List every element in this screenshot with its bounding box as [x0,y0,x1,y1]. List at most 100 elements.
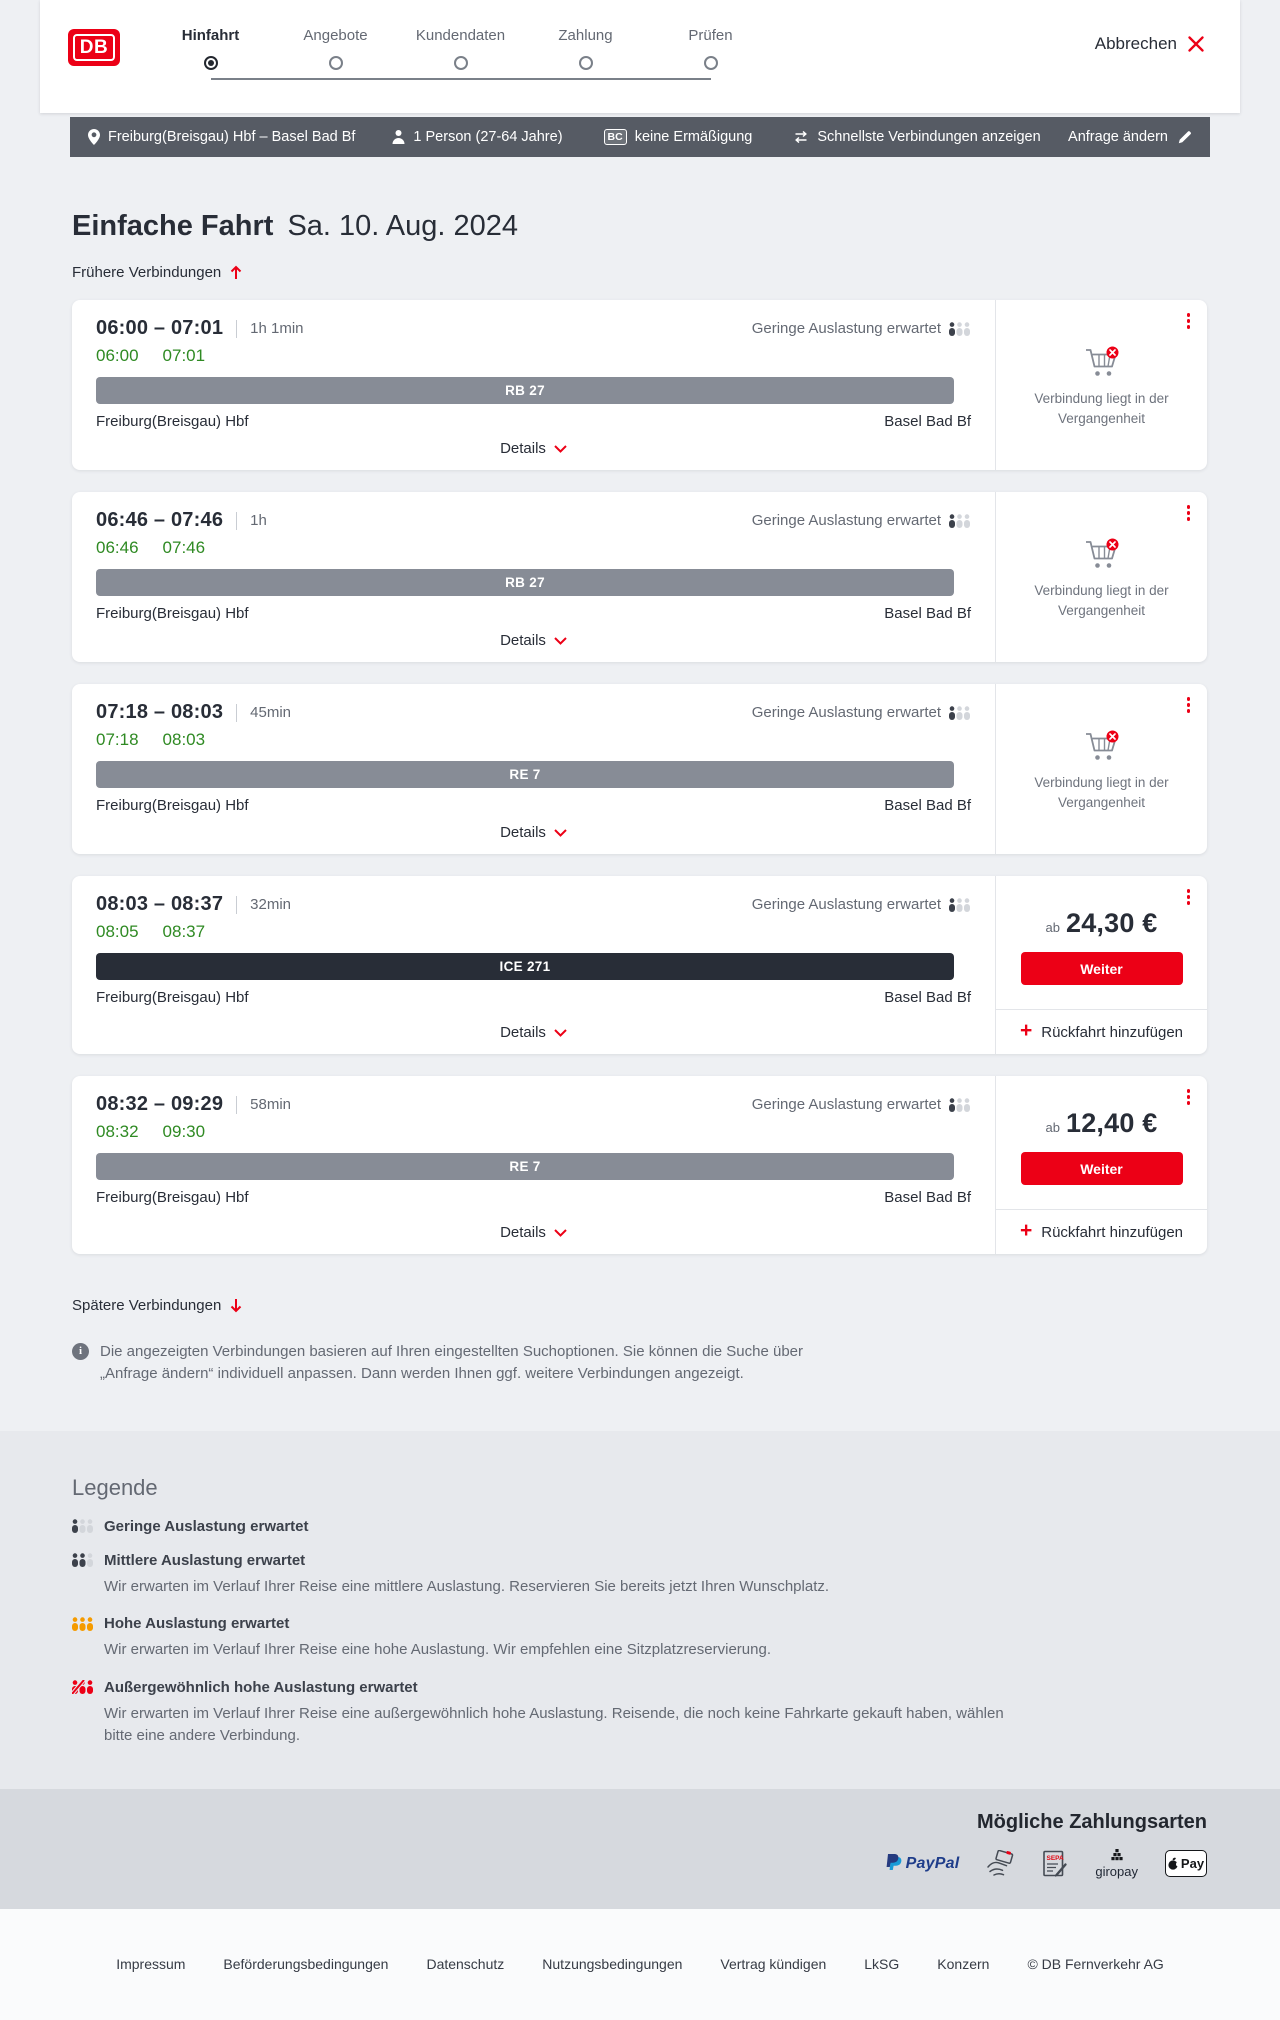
connection-times: 08:32 – 09:29 [96,1093,224,1115]
earlier-connections-link[interactable]: Frühere Verbindungen [72,264,242,281]
occupancy-label: Geringe Auslastung erwartet [751,896,941,913]
search-options-info-note: i Die angezeigten Verbindungen basieren … [72,1341,852,1385]
realtime-arrival: 08:37 [162,922,206,941]
stepper-step-label: Prüfen [688,27,733,44]
location-pin-icon [88,129,100,145]
more-options-menu[interactable] [1185,1087,1193,1107]
details-label: Details [500,1024,546,1041]
footer-link[interactable]: Beförderungsbedingungen [223,1956,389,1972]
train-segment-bar: RE 7 [96,761,954,788]
occupancy-icon [949,705,970,720]
stepper-step-dot [453,56,468,70]
payment-title: Mögliche Zahlungsarten [976,1810,1207,1833]
add-return-trip-button[interactable]: + Rückfahrt hinzufügen [996,1209,1207,1254]
chevron-down-icon [554,1028,567,1037]
details-toggle[interactable]: Details [96,622,971,649]
stepper: Hinfahrt Angebote Kundendaten Zahlung Pr… [148,27,788,80]
details-toggle[interactable]: Details [96,814,971,841]
sepa-label-text: SEPA [1047,1855,1065,1862]
details-toggle[interactable]: Details [96,1214,971,1241]
connection-main: 08:32 – 09:29 58min Geringe Auslastung e… [72,1076,995,1254]
stepper-step-label: Angebote [303,27,368,44]
realtime-times: 06:00 07:01 [96,346,971,366]
later-connections-link[interactable]: Spätere Verbindungen [72,1297,242,1314]
occupancy-indicator: Geringe Auslastung erwartet [752,320,971,337]
destination-station: Basel Bad Bf [884,605,971,622]
info-icon: i [72,1343,89,1360]
realtime-arrival: 07:01 [162,346,206,365]
occupancy-label: Geringe Auslastung erwartet [751,1096,941,1113]
details-label: Details [500,824,546,841]
destination-station: Basel Bad Bf [884,989,971,1006]
train-label: RB 27 [505,383,545,398]
add-return-trip-button[interactable]: + Rückfahrt hinzufügen [996,1009,1207,1054]
plus-icon: + [1019,1219,1033,1242]
footer-link[interactable]: Impressum [116,1956,186,1972]
continue-label: Weiter [1080,960,1123,977]
fastest-connections-label: Schnellste Verbindungen anzeigen [817,129,1041,145]
occupancy-icon [949,321,970,336]
connection-duration: 45min [250,704,292,721]
connection-times: 08:03 – 08:37 [96,893,224,915]
add-return-trip-label: Rückfahrt hinzufügen [1041,1223,1184,1241]
add-return-trip-label: Rückfahrt hinzufügen [1041,1023,1184,1041]
giropay-label: giropay [1095,1863,1138,1879]
details-toggle[interactable]: Details [96,1014,971,1041]
origin-station: Freiburg(Breisgau) Hbf [96,605,249,622]
occupancy-icon [72,1680,93,1694]
realtime-departure: 08:32 [96,1122,139,1141]
stepper-step: Prüfen [648,27,773,70]
swap-arrows-icon [795,131,808,143]
bahncard-badge: BC [603,128,627,146]
occupancy-icon [949,1097,970,1112]
fastest-connections-toggle[interactable]: Schnellste Verbindungen anzeigen [793,129,1041,145]
details-label: Details [500,632,546,649]
origin-station: Freiburg(Breisgau) Hbf [96,413,249,430]
chevron-down-icon [554,636,567,645]
occupancy-icon [72,1519,93,1533]
realtime-departure: 07:18 [96,730,139,749]
separator [236,511,238,530]
connection-side-panel: Verbindung liegt in der Vergangenheit [995,300,1207,470]
details-label: Details [500,440,546,457]
realtime-times: 07:18 08:03 [96,730,971,750]
connection-card: 08:32 – 09:29 58min Geringe Auslastung e… [72,1076,1207,1254]
legend-items: Geringe Auslastung erwartet Mittlere Aus… [72,1518,1207,1748]
price: ab 12,40 € [1046,1108,1158,1139]
destination-station: Basel Bad Bf [884,797,971,814]
paypal-logo: PayPal [885,1853,960,1874]
connection-card: 06:46 – 07:46 1h Geringe Auslastung erwa… [72,492,1207,662]
more-options-menu[interactable] [1185,887,1193,907]
occupancy-label: Geringe Auslastung erwartet [751,512,941,529]
more-options-menu[interactable] [1185,311,1193,331]
footer-link[interactable]: LkSG [864,1956,900,1972]
origin-station: Freiburg(Breisgau) Hbf [96,797,249,814]
realtime-departure: 08:05 [96,922,139,941]
apple-pay-label: Pay [1180,1856,1205,1871]
cancel-button[interactable]: Abbrechen [1095,34,1204,54]
continue-button[interactable]: Weiter [1020,1152,1183,1185]
footer-link[interactable]: Konzern [937,1956,990,1972]
info-note-text: Die angezeigten Verbindungen basieren au… [100,1343,804,1382]
footer-links: Impressum Beförderungsbedingungen Datensch… [116,1956,989,1972]
train-label: RE 7 [509,767,541,782]
footer-link[interactable]: Datenschutz [426,1956,505,1972]
legend-item-title: Außergewöhnlich hohe Auslastung erwartet [104,1678,418,1696]
past-connection-note: Verbindung liegt in der Vergangenheit [1034,774,1169,810]
details-toggle[interactable]: Details [96,430,971,457]
train-segment-bar: RB 27 [96,377,954,404]
occupancy-indicator: Geringe Auslastung erwartet [752,1096,971,1113]
footer-link[interactable]: Nutzungsbedingungen [542,1956,683,1972]
continue-button[interactable]: Weiter [1020,952,1183,985]
search-summary-bar: Freiburg(Breisgau) Hbf – Basel Bad Bf 1 … [70,117,1210,157]
edit-request-button[interactable]: Anfrage ändern [1068,129,1192,145]
more-options-menu[interactable] [1185,503,1193,523]
more-options-menu[interactable] [1185,695,1193,715]
past-connection-note: Verbindung liegt in der Vergangenheit [1034,582,1169,618]
edit-request-label: Anfrage ändern [1068,129,1168,145]
earlier-connections-label: Frühere Verbindungen [72,264,222,281]
stepper-step-dot [703,56,718,70]
occupancy-icon [72,1553,93,1567]
realtime-arrival: 08:03 [162,730,206,749]
footer-link[interactable]: Vertrag kündigen [720,1956,827,1972]
